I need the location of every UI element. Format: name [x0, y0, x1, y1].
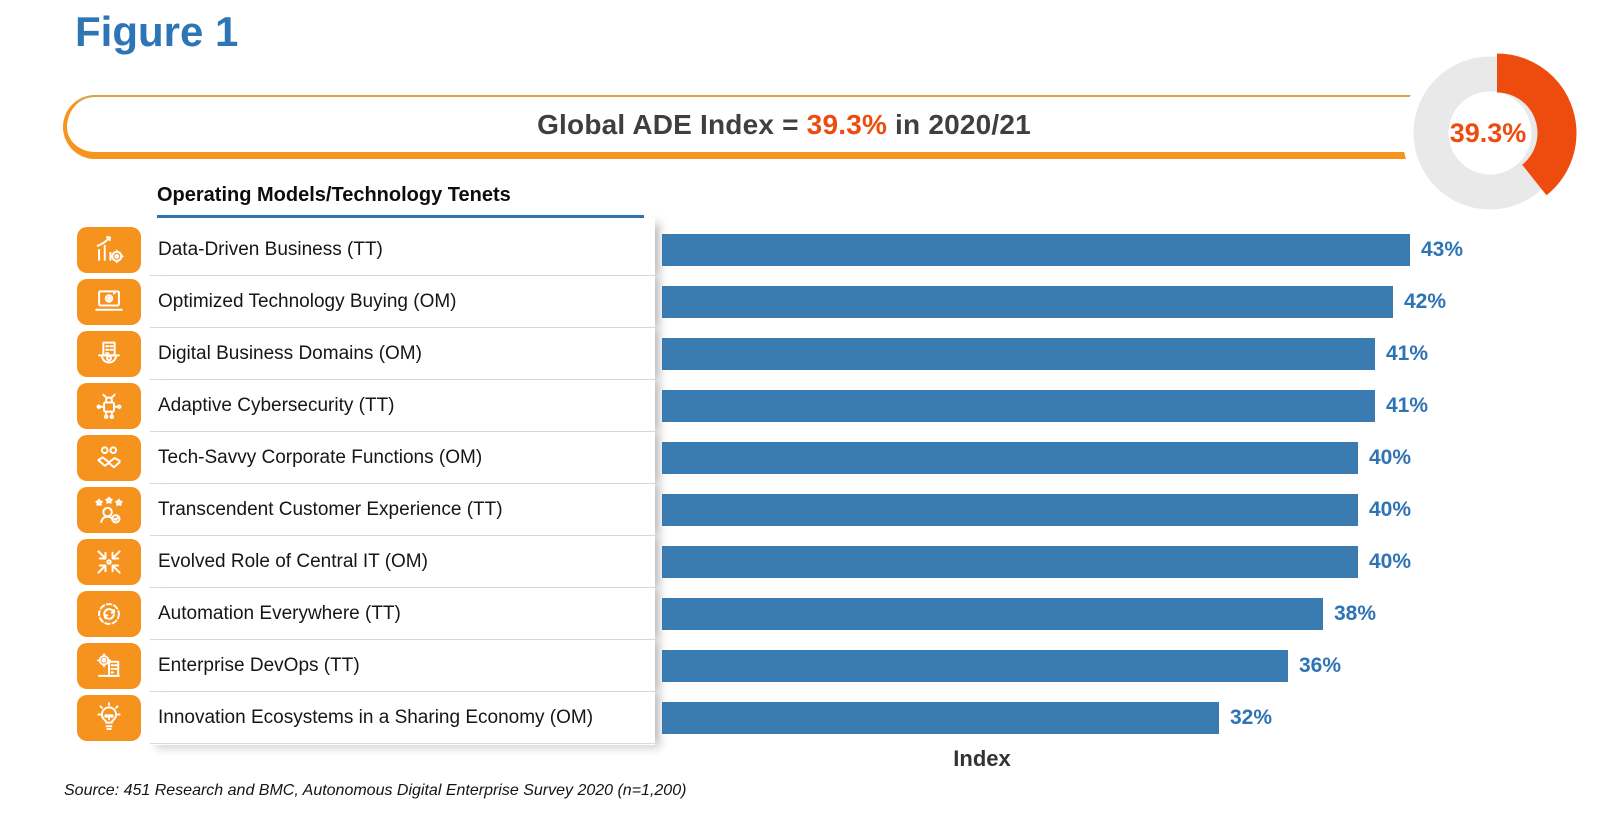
bar-value-label: 40%	[1369, 550, 1412, 573]
bar	[662, 390, 1375, 422]
bar-row: 40%	[662, 484, 1411, 536]
building-on-gear-icon	[77, 331, 141, 377]
category-label: Digital Business Domains (OM)	[150, 328, 655, 380]
category-label: Tech-Savvy Corporate Functions (OM)	[150, 432, 655, 484]
converging-arrows-icon	[77, 539, 141, 585]
growth-chart-gear-icon	[77, 227, 141, 273]
bar	[662, 442, 1358, 474]
gear-cycle-icon	[77, 591, 141, 637]
source-note: Source: 451 Research and BMC, Autonomous…	[64, 782, 687, 799]
bar	[662, 286, 1393, 318]
bar-value-label: 40%	[1369, 498, 1412, 521]
bar	[662, 598, 1323, 630]
bar	[662, 338, 1375, 370]
bar-row: 38%	[662, 588, 1376, 640]
category-label: Transcendent Customer Experience (TT)	[150, 484, 655, 536]
ade-donut-chart: 39.3%	[1402, 45, 1578, 221]
bar	[662, 546, 1358, 578]
bar-value-label: 38%	[1334, 602, 1377, 625]
bar-row: 32%	[662, 692, 1272, 744]
column-header-underline	[157, 215, 644, 218]
bar-value-label: 41%	[1386, 342, 1429, 365]
bar-row: 41%	[662, 328, 1428, 380]
donut-value-slice	[1417, 53, 1577, 213]
x-axis-label: Index	[953, 746, 1011, 771]
lightbulb-circuit-icon	[77, 695, 141, 741]
bar	[662, 494, 1358, 526]
lock-circuit-icon	[77, 383, 141, 429]
bar-row: 41%	[662, 380, 1428, 432]
bar-row: 42%	[662, 276, 1446, 328]
bar-value-label: 36%	[1299, 654, 1342, 677]
figure-title: Figure 1	[75, 8, 239, 55]
bar-row: 36%	[662, 640, 1341, 692]
bar-value-label: 32%	[1230, 706, 1273, 729]
customer-stars-icon	[77, 487, 141, 533]
category-label: Optimized Technology Buying (OM)	[150, 276, 655, 328]
banner-prefix: Global ADE Index =	[537, 108, 807, 140]
bar-row: 40%	[662, 536, 1411, 588]
bar	[662, 702, 1219, 734]
donut-center-label: 39.3%	[1450, 118, 1527, 148]
category-label: Evolved Role of Central IT (OM)	[150, 536, 655, 588]
column-header: Operating Models/Technology Tenets	[157, 184, 511, 206]
bar	[662, 650, 1288, 682]
category-label: Adaptive Cybersecurity (TT)	[150, 380, 655, 432]
gear-factory-icon	[77, 643, 141, 689]
bar-value-label: 40%	[1369, 446, 1412, 469]
bar-row: 40%	[662, 432, 1411, 484]
laptop-gear-icon	[77, 279, 141, 325]
category-label: Enterprise DevOps (TT)	[150, 640, 655, 692]
bar-value-label: 43%	[1421, 238, 1464, 261]
banner-highlight-value: 39.3%	[806, 108, 888, 140]
handshake-team-icon	[77, 435, 141, 481]
banner-suffix: in 2020/21	[887, 108, 1031, 140]
category-label: Data-Driven Business (TT)	[150, 224, 655, 276]
banner-text: Global ADE Index = 39.3% in 2020/21	[537, 109, 1031, 141]
bar-value-label: 41%	[1386, 394, 1429, 417]
category-label: Automation Everywhere (TT)	[150, 588, 655, 640]
category-label: Innovation Ecosystems in a Sharing Econo…	[150, 692, 655, 744]
ade-index-banner: Global ADE Index = 39.3% in 2020/21	[63, 95, 1505, 159]
bar-row: 43%	[662, 224, 1463, 276]
bar	[662, 234, 1410, 266]
bar-value-label: 42%	[1404, 290, 1447, 313]
